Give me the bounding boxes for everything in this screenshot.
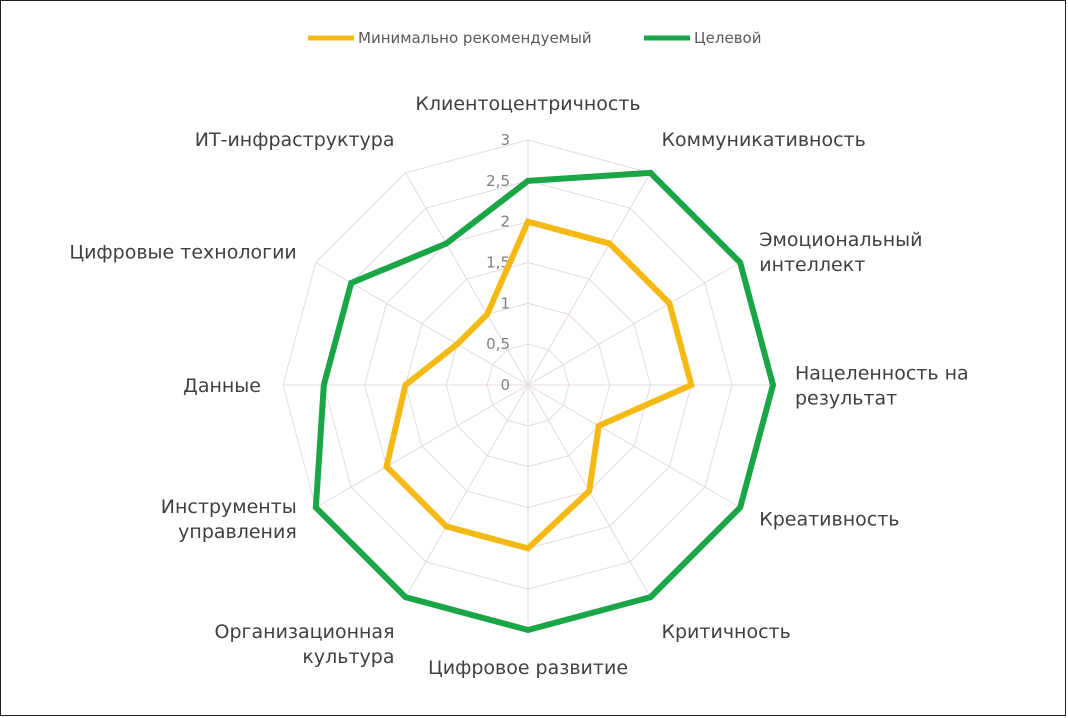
axis-label: Инструменты управления: [161, 496, 297, 543]
tick-label: 2,5: [486, 172, 510, 190]
grid-spoke: [315, 384, 529, 508]
series-target: [312, 169, 777, 634]
legend-label-target: Целевой: [694, 29, 761, 47]
axis-label: Цифровое развитие: [428, 657, 628, 679]
tick-label: 3: [500, 131, 510, 149]
grid-spoke: [405, 384, 529, 598]
axis-label: ИТ-инфраструктура: [195, 129, 395, 151]
legend: Минимально рекомендуемый Целевой: [308, 29, 761, 47]
axis-label: Креативность: [759, 509, 899, 531]
axis-labels: Клиентоцентричность Коммуникативность Эмоц…: [69, 93, 968, 679]
axis-label: Нацеленность на результат: [795, 363, 969, 410]
axis-label: Цифровые технологии: [69, 242, 296, 264]
axis-label: Данные: [183, 375, 261, 397]
tick-label: 1: [500, 294, 510, 312]
legend-label-min: Минимально рекомендуемый: [358, 29, 592, 47]
tick-label: 0: [500, 376, 510, 394]
grid-spoke: [527, 262, 741, 386]
grid-spoke: [405, 172, 529, 386]
radar-grid: [282, 139, 774, 631]
axis-label: Критичность: [662, 621, 791, 643]
axis-label: Коммуникативность: [662, 129, 866, 151]
tick-label: 2: [500, 213, 510, 231]
series-lines: [312, 169, 777, 634]
radial-ticks: 0 0,5 1 1,5 2 2,5 3: [486, 131, 510, 394]
grid-spoke: [315, 262, 529, 386]
tick-label: 1,5: [486, 254, 510, 272]
series-min-recommended: [383, 218, 695, 552]
grid-spoke: [527, 172, 651, 386]
tick-label: 0,5: [486, 335, 510, 353]
axis-label: Эмоциональный интеллект: [759, 229, 922, 276]
grid-spoke: [527, 384, 741, 508]
axis-label: Клиентоцентричность: [415, 93, 640, 115]
axis-label: Организационная культура: [215, 621, 395, 668]
